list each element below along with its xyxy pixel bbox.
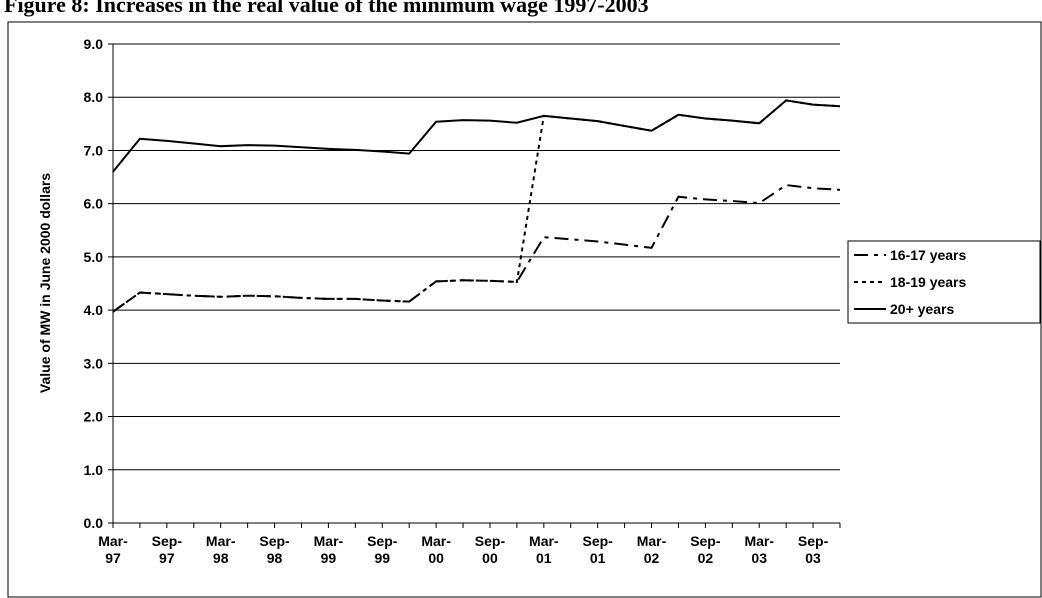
series-line	[112, 99, 841, 173]
x-tick-label: Sep- 01	[582, 533, 613, 566]
x-tick-label: Sep- 03	[797, 533, 829, 566]
chart-title: Figure 8: Increases in the real value of…	[4, 0, 649, 17]
y-tick-label: 5.0	[84, 249, 104, 265]
y-tick-label: 7.0	[84, 142, 104, 158]
x-tick-label: Sep- 97	[151, 533, 183, 566]
y-tick-label: 8.0	[84, 89, 104, 105]
y-tick-label: 0.0	[84, 515, 104, 531]
x-tick-label: Mar- 98	[205, 533, 236, 566]
y-tick-label: 6.0	[84, 196, 104, 212]
legend-label: 18-19 years	[890, 274, 967, 290]
x-tick-label: Mar- 99	[313, 533, 344, 566]
legend-label: 20+ years	[890, 301, 954, 317]
x-tick-label: Sep- 02	[690, 533, 721, 566]
series-line	[112, 184, 841, 313]
chart-frame	[7, 21, 1042, 598]
y-tick-label: 2.0	[84, 409, 104, 425]
y-tick-label: 9.0	[84, 36, 104, 52]
x-tick-label: Mar- 01	[529, 533, 559, 566]
y-axis-label: Value of MW in June 2000 dollars	[37, 173, 53, 393]
x-tick-label: Mar- 97	[98, 533, 128, 566]
y-tick-label: 4.0	[84, 302, 104, 318]
legend-label: 16-17 years	[890, 247, 967, 263]
y-tick-label: 1.0	[84, 462, 104, 478]
x-tick-label: Sep- 98	[259, 533, 290, 566]
x-tick-label: Sep- 00	[474, 533, 506, 566]
x-tick-label: Mar- 03	[744, 533, 774, 566]
y-tick-label: 3.0	[84, 355, 104, 371]
series-line	[112, 99, 841, 313]
x-tick-label: Mar- 02	[636, 533, 667, 566]
x-tick-label: Sep- 99	[367, 533, 398, 566]
x-tick-label: Mar- 00	[421, 533, 451, 566]
